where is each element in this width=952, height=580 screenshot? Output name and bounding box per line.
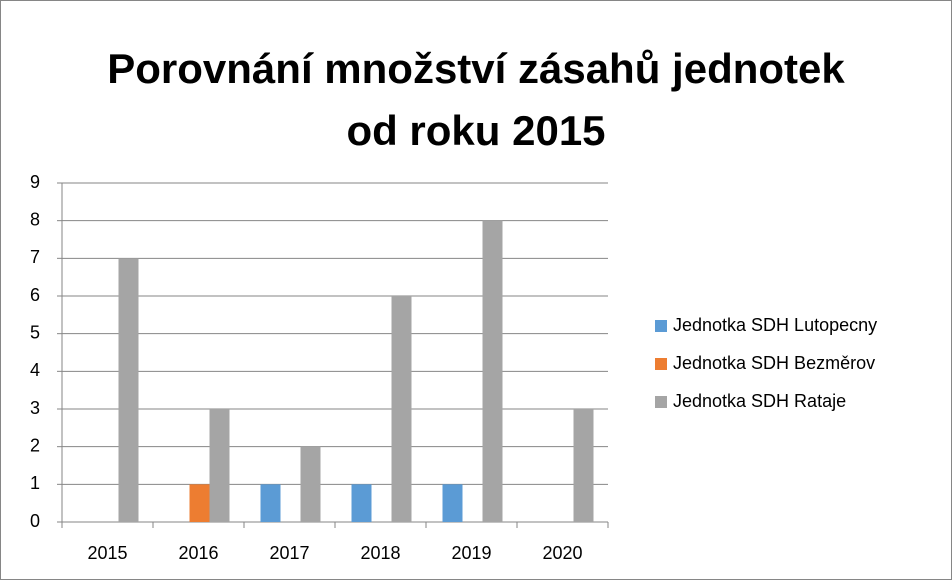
bar [118, 258, 139, 522]
bar [300, 446, 321, 522]
x-tick-label: 2019 [451, 543, 491, 563]
y-tick-label: 3 [30, 398, 40, 418]
legend-label: Jednotka SDH Bezměrov [673, 353, 875, 373]
x-tick-label: 2020 [542, 543, 582, 563]
bar [482, 220, 503, 522]
legend-swatch [655, 358, 667, 370]
x-tick-label: 2017 [269, 543, 309, 563]
bar [189, 484, 210, 522]
y-tick-label: 6 [30, 285, 40, 305]
y-tick-label: 4 [30, 360, 40, 380]
legend-label: Jednotka SDH Lutopecny [673, 315, 877, 335]
bar [260, 484, 281, 522]
x-tick-label: 2018 [360, 543, 400, 563]
bar [209, 409, 230, 522]
y-tick-label: 7 [30, 247, 40, 267]
bar [442, 484, 463, 522]
y-tick-label: 0 [30, 511, 40, 531]
legend-swatch [655, 396, 667, 408]
y-tick-label: 2 [30, 435, 40, 455]
y-tick-label: 5 [30, 322, 40, 342]
bar [573, 409, 594, 522]
y-tick-label: 8 [30, 209, 40, 229]
x-tick-label: 2015 [87, 543, 127, 563]
bar [391, 296, 412, 522]
bar [351, 484, 372, 522]
x-tick-label: 2016 [178, 543, 218, 563]
legend-label: Jednotka SDH Rataje [673, 391, 846, 411]
y-tick-label: 1 [30, 473, 40, 493]
y-tick-label: 9 [30, 172, 40, 192]
legend-swatch [655, 320, 667, 332]
chart-title: Porovnání množství zásahů jednotek od ro… [107, 45, 845, 154]
